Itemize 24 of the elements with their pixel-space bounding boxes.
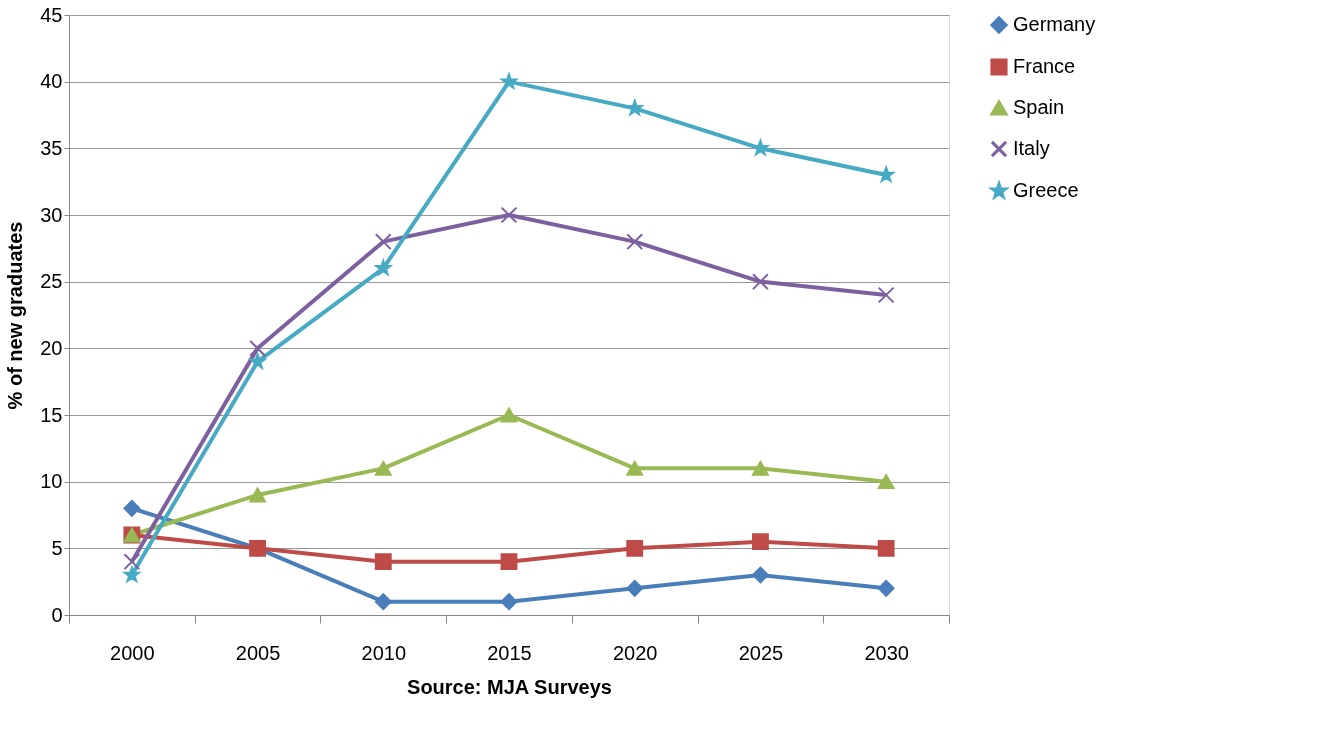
y-tick-label: 35 — [40, 136, 63, 159]
y-tick-label: 10 — [40, 470, 63, 493]
y-tick-label: 40 — [40, 70, 63, 93]
x-tick-label: 2020 — [612, 641, 658, 664]
y-tick-label: 20 — [40, 336, 63, 359]
x-tick-label: 2000 — [110, 641, 155, 664]
x-tick-label: 2025 — [738, 641, 784, 664]
y-tick-label: 45 — [40, 3, 63, 26]
x-tick-label: 2005 — [235, 641, 281, 664]
y-tick-label: 30 — [40, 203, 63, 226]
y-tick-label: 25 — [40, 270, 63, 293]
x-tick-label: 2030 — [864, 641, 909, 664]
x-axis-title: Source: MJA Surveys — [407, 675, 612, 698]
y-tick-label: 15 — [40, 403, 63, 426]
legend-label: France — [1013, 55, 1076, 77]
legend-label: Spain — [1013, 96, 1065, 118]
legend-label: Greece — [1013, 179, 1079, 201]
legend-label: Italy — [1013, 137, 1050, 159]
x-tick-label: 2010 — [361, 641, 407, 664]
y-axis-title: % of new graduates — [4, 221, 27, 410]
legend-label: Germany — [1013, 13, 1096, 35]
y-tick-label: 5 — [51, 536, 63, 559]
y-tick-label: 0 — [51, 603, 63, 626]
x-tick-label: 2015 — [487, 641, 532, 664]
